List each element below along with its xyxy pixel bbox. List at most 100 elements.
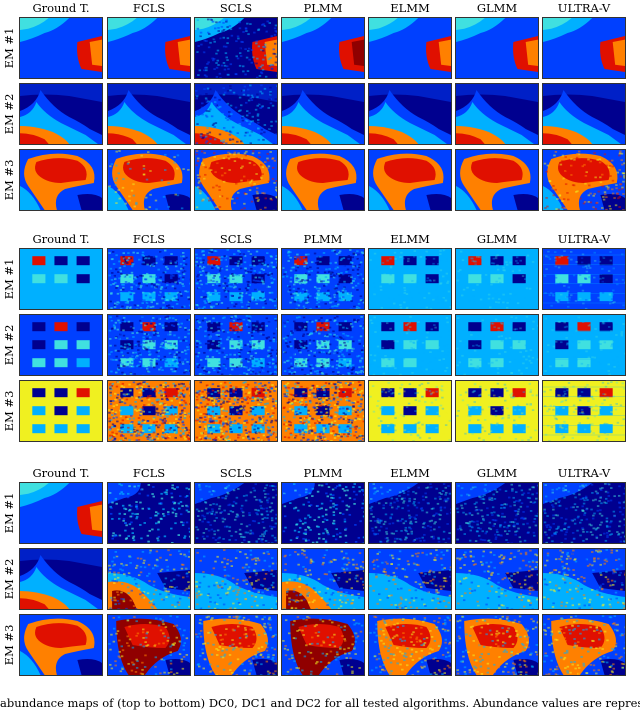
column-header: PLMM <box>281 231 365 247</box>
abundance-map-tile <box>19 149 103 211</box>
abundance-map-tile <box>455 149 539 211</box>
abundance-map-tile <box>281 149 365 211</box>
abundance-map-tile <box>281 548 365 610</box>
abundance-map-tile <box>368 314 452 376</box>
abundance-map-tile <box>281 380 365 442</box>
row-label-text: EM #2 <box>2 94 16 135</box>
row-label: EM #1 <box>0 17 18 79</box>
abundance-map-tile <box>19 248 103 310</box>
column-header: PLMM <box>281 0 365 16</box>
abundance-map-tile <box>542 17 626 79</box>
abundance-map-tile <box>455 614 539 676</box>
row-label-text: EM #2 <box>2 325 16 366</box>
column-header: PLMM <box>281 465 365 481</box>
abundance-map-tile <box>194 482 278 544</box>
abundance-map-tile <box>542 548 626 610</box>
abundance-map-tile <box>542 614 626 676</box>
abundance-map-tile <box>368 149 452 211</box>
abundance-map-tile <box>368 17 452 79</box>
abundance-map-tile <box>368 548 452 610</box>
row-label-text: EM #3 <box>2 391 16 432</box>
abundance-map-tile <box>194 248 278 310</box>
column-header: FCLS <box>107 231 191 247</box>
row-label: EM #2 <box>0 314 18 376</box>
abundance-map-tile <box>542 380 626 442</box>
abundance-map-tile <box>542 248 626 310</box>
row-label-text: EM #3 <box>2 160 16 201</box>
abundance-map-tile <box>194 380 278 442</box>
row-label: EM #2 <box>0 83 18 145</box>
abundance-map-tile <box>107 380 191 442</box>
abundance-map-tile <box>455 248 539 310</box>
abundance-map-tile <box>194 83 278 145</box>
abundance-map-tile <box>368 83 452 145</box>
row-label-text: EM #1 <box>2 28 16 69</box>
abundance-map-tile <box>194 314 278 376</box>
row-label-text: EM #1 <box>2 259 16 300</box>
abundance-map-tile <box>281 482 365 544</box>
abundance-map-tile <box>281 17 365 79</box>
abundance-map-tile <box>19 614 103 676</box>
column-header: ULTRA-V <box>542 231 626 247</box>
row-label: EM #3 <box>0 614 18 676</box>
row-label-text: EM #1 <box>2 493 16 534</box>
abundance-map-tile <box>107 482 191 544</box>
column-header: SCLS <box>194 465 278 481</box>
abundance-map-tile <box>455 83 539 145</box>
abundance-map-tile <box>455 482 539 544</box>
abundance-map-tile <box>542 83 626 145</box>
column-header: Ground T. <box>19 0 103 16</box>
abundance-map-tile <box>107 314 191 376</box>
abundance-map-tile <box>107 83 191 145</box>
column-header: ULTRA-V <box>542 465 626 481</box>
column-header: SCLS <box>194 231 278 247</box>
column-header: ELMM <box>368 231 452 247</box>
abundance-map-tile <box>455 548 539 610</box>
abundance-map-tile <box>455 314 539 376</box>
abundance-map-tile <box>107 548 191 610</box>
abundance-map-tile <box>542 149 626 211</box>
column-header: GLMM <box>455 465 539 481</box>
abundance-map-tile <box>281 248 365 310</box>
abundance-map-tile <box>107 248 191 310</box>
row-label-text: EM #2 <box>2 559 16 600</box>
row-label: EM #2 <box>0 548 18 610</box>
figure-caption: abundance maps of (top to bottom) DC0, D… <box>0 696 640 710</box>
column-header: Ground T. <box>19 231 103 247</box>
abundance-map-tile <box>368 248 452 310</box>
column-header: ULTRA-V <box>542 0 626 16</box>
row-label: EM #3 <box>0 149 18 211</box>
abundance-map-tile <box>19 482 103 544</box>
abundance-map-tile <box>19 380 103 442</box>
abundance-map-tile <box>368 380 452 442</box>
abundance-map-tile <box>281 614 365 676</box>
abundance-map-tile <box>107 614 191 676</box>
abundance-map-tile <box>19 314 103 376</box>
column-header: FCLS <box>107 465 191 481</box>
column-header: GLMM <box>455 231 539 247</box>
abundance-map-tile <box>542 314 626 376</box>
row-label: EM #1 <box>0 482 18 544</box>
abundance-map-tile <box>107 17 191 79</box>
abundance-map-tile <box>19 548 103 610</box>
column-header: ELMM <box>368 0 452 16</box>
abundance-map-tile <box>368 614 452 676</box>
column-header: FCLS <box>107 0 191 16</box>
abundance-map-tile <box>542 482 626 544</box>
abundance-map-tile <box>455 17 539 79</box>
column-header: ELMM <box>368 465 452 481</box>
abundance-map-tile <box>107 149 191 211</box>
abundance-map-tile <box>19 83 103 145</box>
abundance-map-tile <box>19 17 103 79</box>
column-header: Ground T. <box>19 465 103 481</box>
column-header: GLMM <box>455 0 539 16</box>
abundance-map-tile <box>455 380 539 442</box>
abundance-map-tile <box>281 83 365 145</box>
abundance-map-tile <box>368 482 452 544</box>
abundance-map-tile <box>194 17 278 79</box>
row-label-text: EM #3 <box>2 625 16 666</box>
column-header: SCLS <box>194 0 278 16</box>
